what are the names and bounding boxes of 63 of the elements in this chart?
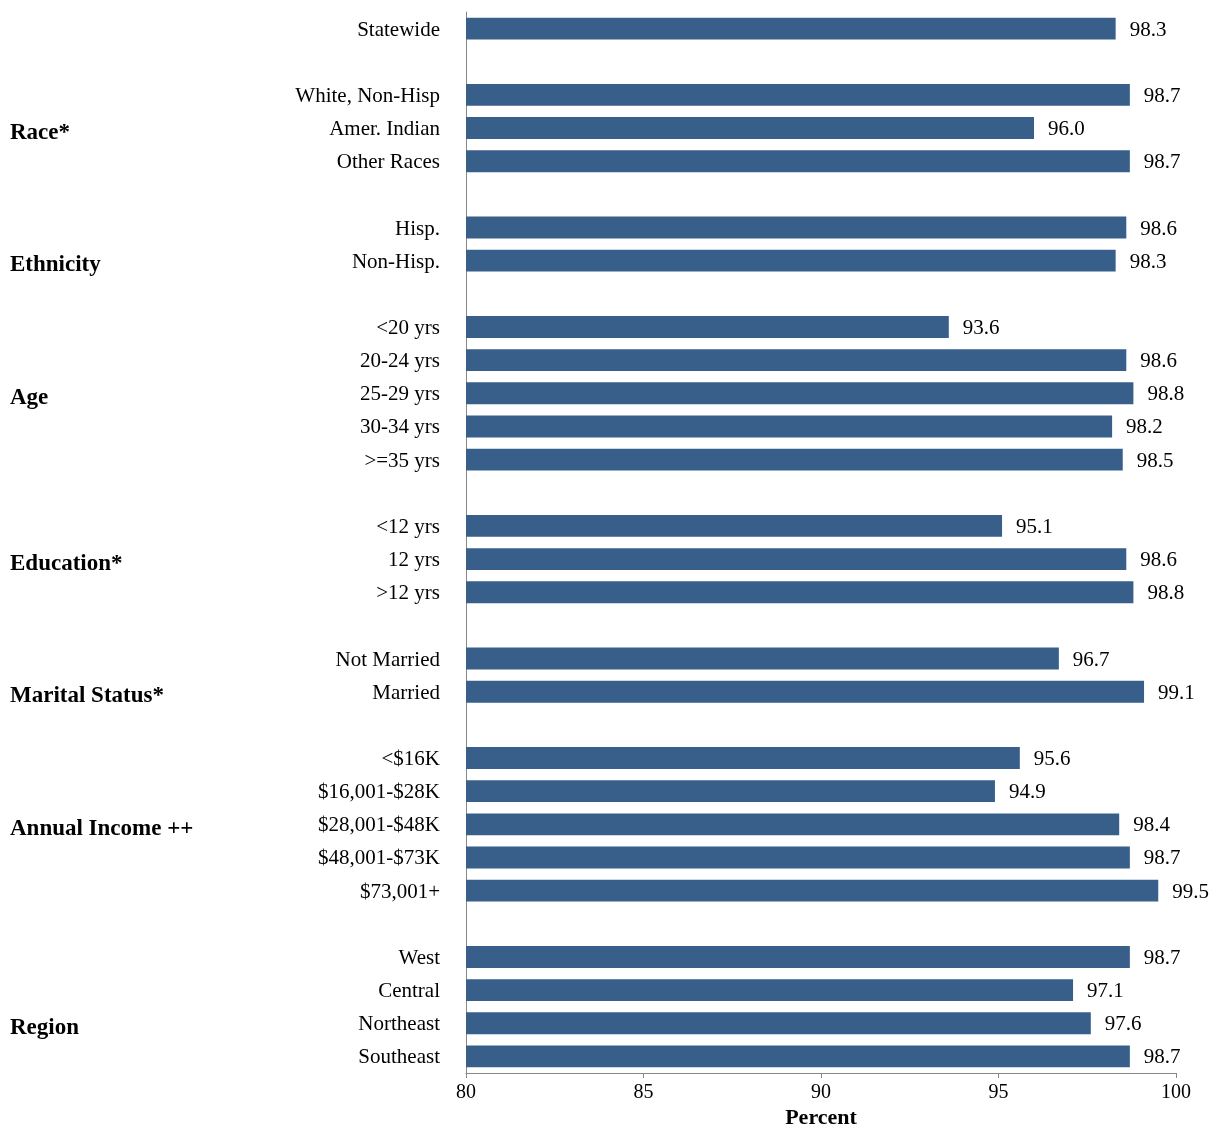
y-tick-label: Statewide (357, 16, 440, 41)
x-tick-label: 85 (633, 1080, 654, 1102)
data-label: 98.5 (1136, 447, 1174, 472)
y-tick-label: <20 yrs (376, 314, 440, 339)
text: Education* (10, 549, 123, 575)
data-label: 98.3 (1129, 248, 1167, 273)
y-tick-label: Non-Hisp. (351, 248, 440, 273)
data-label: 98.2 (1126, 414, 1163, 439)
data-label: 94.9 (1008, 779, 1046, 804)
y-tick-label: Southeast (358, 1044, 441, 1069)
data-label: 96.7 (1072, 646, 1110, 671)
data-label: 98.8 (1147, 381, 1185, 406)
data-label: 98.7 (1143, 1044, 1181, 1069)
y-tick-label: West (398, 944, 441, 969)
y-tick-label: Hisp. (395, 215, 440, 240)
data-label: 98.7 (1143, 82, 1181, 107)
y-tick-label: Northeast (358, 1011, 441, 1036)
data-label: 93.6 (962, 314, 1000, 339)
data-label: 97.6 (1104, 1011, 1142, 1036)
y-tick-label: 20-24 yrs (360, 348, 440, 373)
data-label: 99.1 (1158, 679, 1195, 704)
y-tick-label: Other Races (336, 149, 440, 174)
data-label: 98.7 (1143, 845, 1181, 870)
y-tick-label: Not Married (335, 646, 441, 671)
text: Race* (10, 118, 71, 144)
y-tick-label: 12 yrs (388, 547, 440, 572)
y-tick-label: $48,001-$73K (318, 845, 440, 870)
y-tick-label: White, Non-Hisp (295, 82, 440, 107)
y-tick-label: $73,001+ (359, 878, 440, 903)
data-label: 99.5 (1172, 878, 1209, 903)
data-label: 98.6 (1140, 547, 1178, 572)
data-label: 98.6 (1140, 215, 1178, 240)
text: Annual Income ++ (10, 814, 194, 840)
data-label: 98.7 (1143, 149, 1181, 174)
y-tick-label: <$16K (381, 746, 440, 771)
data-label: 98.7 (1143, 944, 1181, 969)
y-tick-label: >12 yrs (376, 580, 440, 605)
y-tick-label: Central (378, 978, 441, 1003)
y-tick-label: Amer. Indian (329, 116, 441, 141)
data-label: 98.6 (1140, 348, 1178, 373)
data-label: 98.4 (1133, 812, 1171, 837)
y-tick-label: Married (372, 679, 441, 704)
data-label: 95.1 (1016, 513, 1053, 538)
data-label: 98.8 (1147, 580, 1185, 605)
data-label: 97.1 (1087, 978, 1124, 1003)
text: Age (10, 383, 49, 409)
x-axis-title: Percent (785, 1104, 858, 1130)
x-tick-label: 80 (456, 1080, 476, 1102)
data-label: 95.6 (1033, 746, 1071, 771)
y-tick-label: $28,001-$48K (318, 812, 440, 837)
text: Ethnicity (10, 251, 102, 277)
data-label: 98.3 (1129, 16, 1167, 41)
text: Region (10, 1013, 80, 1039)
y-tick-label: $16,001-$28K (318, 779, 440, 804)
x-tick-label: 100 (1161, 1080, 1191, 1102)
x-tick-label: 95 (988, 1080, 1009, 1102)
text: Marital Status* (10, 682, 164, 708)
data-label: 96.0 (1048, 116, 1085, 141)
y-tick-label: 25-29 yrs (360, 381, 440, 406)
y-tick-label: 30-34 yrs (360, 414, 440, 439)
y-tick-label: >=35 yrs (364, 447, 440, 472)
y-tick-label: <12 yrs (376, 513, 440, 538)
x-tick-label: 90 (811, 1080, 831, 1102)
